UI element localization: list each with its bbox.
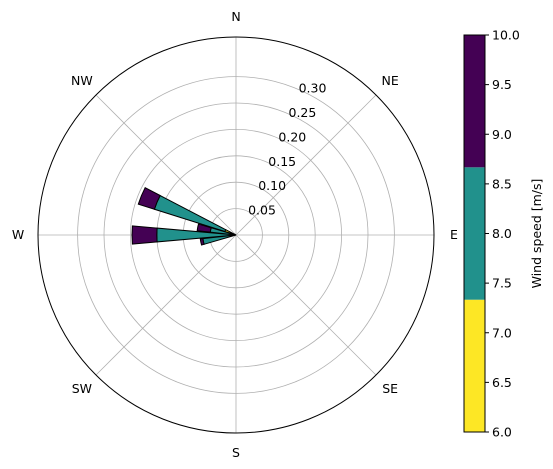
radial-tick-label: 0.25 [289, 105, 317, 120]
direction-label: SW [72, 381, 92, 396]
wind-bar-segment [199, 238, 205, 246]
colorbar-tick-label: 8.5 [492, 176, 512, 191]
colorbar: 6.0 6.5 7.0 7.5 8.0 8.5 9.0 9.5 10.0 Wind speed [… [463, 28, 544, 440]
colorbar-bin [464, 299, 485, 432]
wind-bar-segment [196, 223, 212, 233]
direction-label: N [231, 9, 240, 24]
direction-label: SE [382, 381, 398, 396]
plot-frame [37, 36, 435, 434]
spoke-gridline [235, 234, 377, 376]
spoke-gridline [235, 94, 377, 236]
colorbar-tick-label: 9.5 [492, 77, 512, 92]
ring-gridline [103, 102, 369, 368]
radial-tick-label: 0.30 [299, 81, 327, 96]
spoke-gridline [95, 94, 237, 236]
direction-label: NE [382, 73, 399, 88]
colorbar-tick-label: 7.0 [492, 325, 512, 340]
direction-label: S [232, 445, 240, 460]
ring-gridline [129, 128, 342, 341]
direction-label: NW [71, 73, 93, 88]
direction-label: W [12, 227, 24, 242]
colorbar-tick-label: 8.0 [492, 226, 512, 241]
colorbar-tick-label: 6.5 [492, 375, 512, 390]
spoke-gridline [95, 234, 237, 376]
colorbar-tick-label: 9.0 [492, 127, 512, 142]
colorbar-bin [464, 35, 485, 168]
wind-bar-segment [137, 187, 161, 210]
colorbar-label: Wind speed [m/s] [529, 179, 544, 289]
colorbar-bin [464, 167, 485, 300]
radial-tick-label: 0.15 [268, 154, 296, 169]
colorbar-tick-label: 10.0 [492, 28, 520, 43]
colorbar-tick-label: 6.0 [492, 425, 512, 440]
direction-label: E [450, 227, 458, 242]
radial-tick-label: 0.10 [258, 178, 286, 193]
colorbar-tick-label: 7.5 [492, 276, 512, 291]
polar-plot-area: 0.05 0.10 0.15 0.20 0.25 0.30 N NE E SE S SW W NW [12, 9, 458, 460]
radial-tick-label: 0.20 [278, 129, 306, 144]
wind-bar-segment [131, 225, 158, 245]
ring-gridline [77, 76, 395, 394]
radial-tick-label: 0.05 [248, 203, 276, 218]
